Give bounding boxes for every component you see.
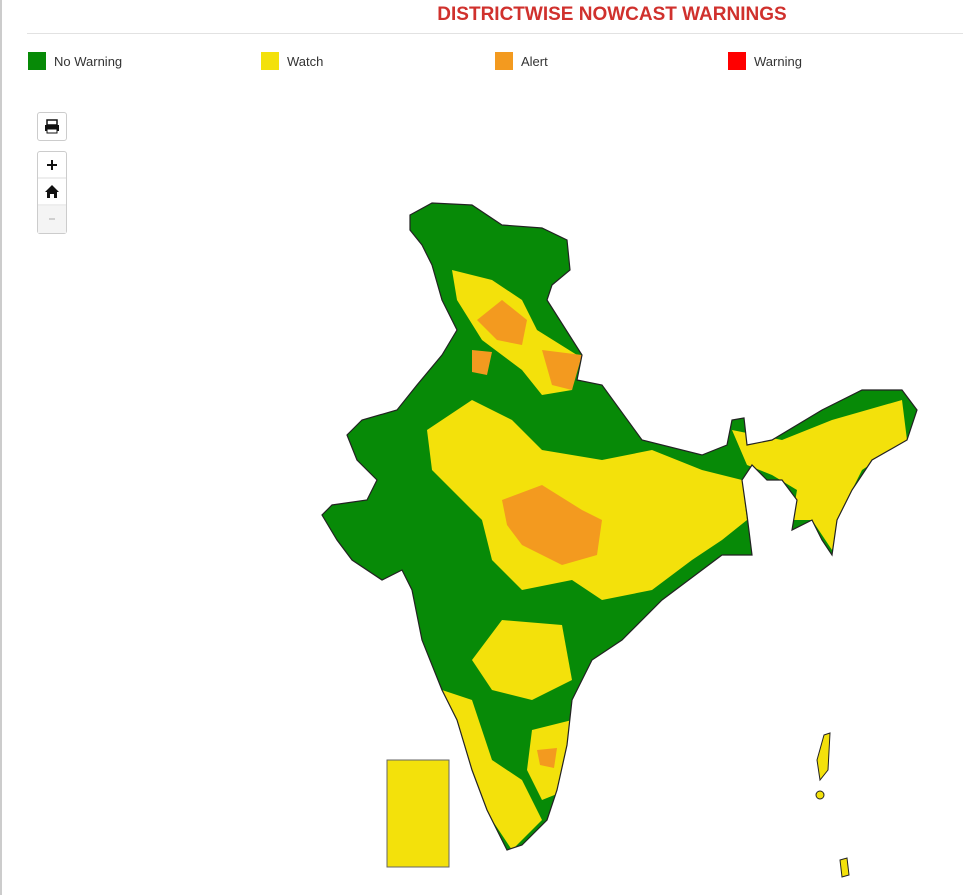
legend-item: Watch: [261, 52, 323, 70]
print-icon: [45, 119, 59, 134]
region: [542, 350, 582, 390]
region: [322, 203, 917, 850]
legend-label: Warning: [754, 53, 802, 69]
zoom-controls: [37, 151, 67, 234]
region: [442, 690, 542, 850]
region: [427, 400, 747, 600]
legend-swatch: [495, 52, 513, 70]
region: [386, 759, 450, 868]
home-button[interactable]: [45, 185, 59, 198]
legend-swatch: [728, 52, 746, 70]
legend-item: No Warning: [28, 52, 122, 70]
region: [732, 400, 907, 550]
region: [815, 790, 825, 800]
legend-swatch: [261, 52, 279, 70]
legend-swatch: [28, 52, 46, 70]
legend-label: Watch: [287, 53, 324, 69]
region: [527, 720, 572, 800]
region: [502, 485, 602, 565]
region: [472, 620, 572, 700]
region: [816, 732, 831, 782]
region: [472, 350, 492, 375]
zoom-icons: [38, 160, 66, 233]
region: [477, 300, 527, 345]
region: [537, 748, 557, 768]
region: [839, 857, 850, 878]
divider: [27, 33, 963, 34]
legend-item: Warning: [728, 52, 802, 70]
title: DISTRICTWISE NOWCAST WARNINGS: [437, 4, 787, 25]
legend-label: Alert: [521, 53, 548, 69]
print-button[interactable]: [37, 112, 67, 141]
legend-label: No Warning: [54, 53, 123, 69]
legend-item: Alert: [495, 52, 548, 70]
region: [452, 270, 577, 395]
zoom-in-button[interactable]: [47, 160, 57, 170]
